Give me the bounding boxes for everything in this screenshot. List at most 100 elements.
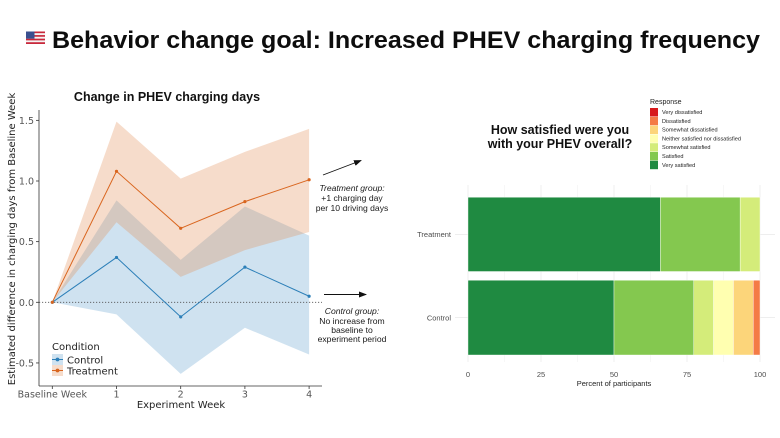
bar-chart: How satisfied were you with your PHEV ov…: [417, 99, 775, 388]
y-tick-label: 0.5: [19, 237, 34, 248]
x-tick-label: 0: [466, 370, 470, 379]
confidence-bands: [52, 121, 310, 374]
legend-label-treatment: Treatment: [66, 367, 118, 378]
y-tick-label: 1.5: [19, 116, 34, 127]
legend-key-dot: [55, 368, 60, 373]
x-tick-label: 100: [754, 370, 767, 379]
legend-item-satisfied: Satisfied: [650, 152, 683, 161]
annotation-line: baseline to: [331, 325, 373, 335]
response-legend: Response Very dissatisfied Dissatisfied So…: [650, 99, 741, 170]
x-tick-label: 3: [242, 390, 248, 401]
data-point-treatment: [114, 169, 119, 173]
annotation-heading: Control group:: [325, 306, 380, 316]
legend-item-very-dissatisfied: Very dissatisfied: [650, 108, 702, 117]
legend-label: Somewhat dissatisfied: [662, 128, 718, 134]
condition-legend: Condition Control Treatment: [52, 342, 118, 378]
stacked-bars: [467, 197, 761, 356]
x-axis-label: Experiment Week: [137, 400, 226, 411]
legend-label-control: Control: [67, 356, 103, 367]
legend-label: Very satisfied: [662, 163, 695, 169]
legend-key-dot: [55, 357, 60, 362]
x-ticks: 0 25 50 75 100: [466, 370, 766, 379]
legend-item-dissatisfied: Dissatisfied: [650, 116, 691, 126]
bar-segment-treatment-very-satisfied: [467, 197, 661, 272]
bar-segment-treatment-somewhat-satisfied: [739, 197, 761, 272]
annotation-line: per 10 driving days: [316, 203, 389, 213]
x-ticks: Baseline Week 1 2 3 4: [18, 386, 312, 401]
bar-segment-control-somewhat-dissatisfied: [733, 280, 754, 356]
data-point-treatment: [307, 178, 311, 182]
data-point-treatment: [243, 200, 247, 204]
x-tick-label: 25: [537, 370, 545, 379]
bar-segment-treatment-satisfied: [660, 197, 741, 272]
data-point-control: [307, 294, 311, 298]
category-label-control: Control: [427, 313, 452, 322]
x-tick-label: Baseline Week: [18, 390, 88, 401]
legend-label: Dissatisfied: [662, 119, 691, 125]
arrow-up-right-icon: [322, 160, 362, 176]
x-tick-label: 1: [113, 390, 119, 401]
series-lines: [50, 169, 311, 319]
legend-item-control: Control: [52, 354, 103, 367]
control-annotation: Control group: No increase from baseline…: [318, 291, 387, 344]
bar-segment-control-very-satisfied: [467, 280, 615, 356]
bar-segment-control-dissatisfied: [753, 280, 761, 356]
y-ticks: -0.5 0.0 0.5 1.0 1.5: [15, 116, 39, 369]
annotation-line: experiment period: [318, 334, 387, 344]
y-tick-label: 1.0: [19, 177, 34, 188]
y-tick-label: 0.0: [19, 298, 34, 309]
flag-stripe: [26, 35, 45, 37]
x-tick-label: 75: [683, 370, 691, 379]
flag-stripe: [26, 33, 45, 36]
legend-item-neither-satisfied-nor-dissatisfied: Neither satisfied nor dissatisfied: [650, 134, 741, 143]
legend-swatch: [650, 108, 658, 117]
legend-label: Very dissatisfied: [662, 110, 702, 116]
legend-title: Condition: [52, 342, 100, 353]
data-point-treatment: [179, 226, 183, 230]
data-point-treatment: [50, 300, 54, 304]
line-chart-title: Change in PHEV charging days: [74, 90, 260, 104]
flag-stripe: [26, 38, 45, 41]
flag-stripe: [26, 36, 45, 39]
data-point-control: [243, 265, 247, 269]
bar-segment-control-satisfied: [613, 280, 694, 356]
flag-canton: [26, 31, 35, 39]
legend-items: Very dissatisfied Dissatisfied Somewhat di…: [650, 108, 741, 170]
legend-item-treatment: Treatment: [52, 365, 118, 378]
category-label-treatment: Treatment: [417, 230, 452, 239]
legend-swatch: [650, 143, 658, 152]
legend-label: Neither satisfied nor dissatisfied: [662, 136, 741, 142]
x-tick-label: 4: [306, 390, 312, 401]
treatment-annotation: Treatment group: +1 charging day per 10 …: [316, 160, 389, 213]
bar-segment-control-neither-satisfied-nor-dissatisfied: [713, 280, 734, 356]
legend-swatch: [650, 125, 658, 134]
annotation-line: +1 charging day: [321, 193, 383, 203]
legend-title: Response: [650, 99, 682, 106]
bar-chart-title-line: with your PHEV overall?: [487, 137, 632, 151]
y-axis-label: Estimated difference in charging days fr…: [7, 93, 18, 386]
us-flag-icon: [26, 31, 45, 44]
confidence-band-control: [52, 200, 310, 374]
bar-segment-control-somewhat-satisfied: [693, 280, 714, 356]
annotation-line: No increase from: [319, 316, 384, 326]
flag-stripe: [26, 31, 45, 34]
legend-swatch: [650, 160, 658, 170]
category-labels: Treatment Control: [417, 230, 452, 322]
line-chart: Change in PHEV charging days -0.5 0.0 0.5 1…: [7, 90, 322, 411]
legend-label: Satisfied: [662, 154, 683, 160]
data-point-control: [114, 255, 119, 260]
legend-swatch: [650, 134, 658, 143]
bar-chart-title-line: How satisfied were you: [491, 123, 629, 137]
legend-item-somewhat-dissatisfied: Somewhat dissatisfied: [650, 125, 718, 134]
data-point-control: [179, 315, 183, 319]
page-title: Behavior change goal: Increased PHEV cha…: [52, 27, 761, 54]
legend-swatch: [650, 152, 658, 161]
legend-item-very-satisfied: Very satisfied: [650, 160, 695, 170]
confidence-band-treatment: [52, 121, 310, 303]
flag-stripe: [26, 42, 45, 44]
flag-stripe: [26, 40, 45, 43]
annotation-heading: Treatment group:: [319, 183, 385, 193]
legend-item-somewhat-satisfied: Somewhat satisfied: [650, 143, 711, 152]
legend-swatch: [650, 116, 658, 126]
